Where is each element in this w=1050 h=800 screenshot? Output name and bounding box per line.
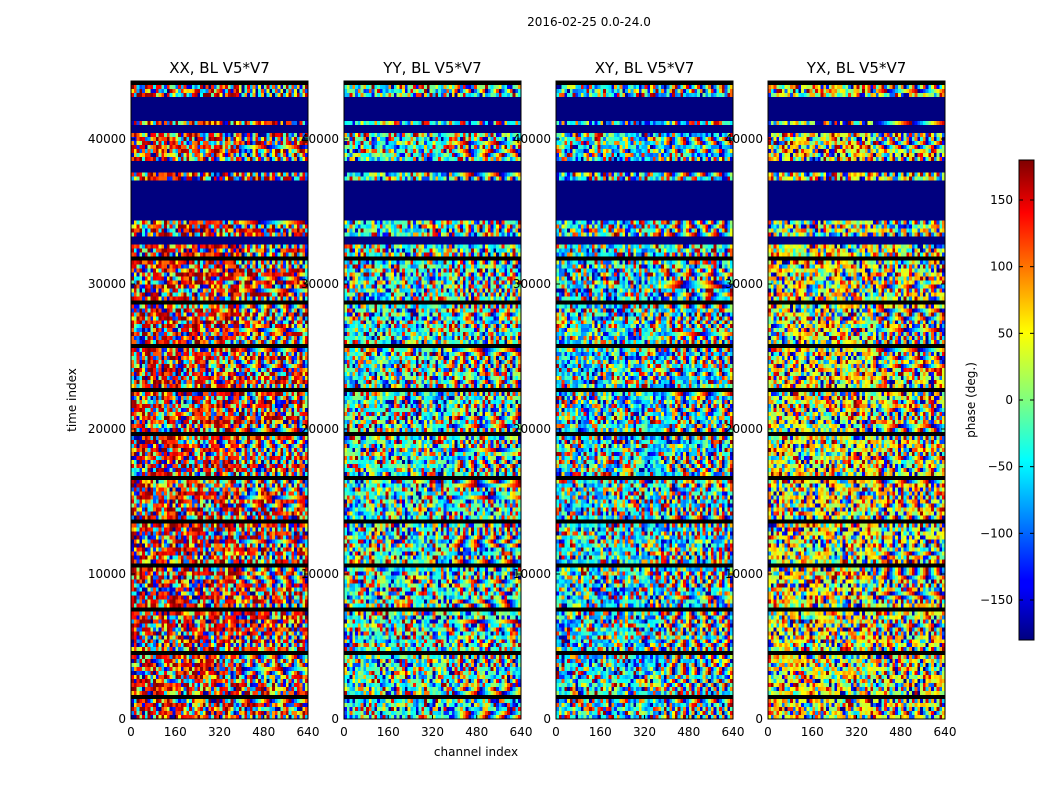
colorbar-tick-label: 100	[990, 260, 1013, 274]
figure-suptitle: 2016-02-25 0.0-24.0	[527, 15, 651, 29]
y-tick-label: 30000	[513, 277, 551, 291]
y-tick-label: 20000	[725, 422, 763, 436]
x-tick-label: 160	[801, 725, 824, 739]
panels-group: XX, BL V5*V7 0 160 320 480 640 0 10000 20000 3000…	[88, 59, 957, 739]
x-tick-label: 0	[552, 725, 560, 739]
colorbar-tick-label: 150	[990, 193, 1013, 207]
x-tick-label: 320	[633, 725, 656, 739]
x-tick-label: 160	[589, 725, 612, 739]
heatmap-image-yx	[768, 81, 945, 719]
x-tick-label: 0	[127, 725, 135, 739]
colorbar-gradient	[1019, 160, 1034, 640]
y-tick-label: 30000	[725, 277, 763, 291]
heatmap-image-yy	[344, 81, 521, 719]
x-tick-label: 320	[208, 725, 231, 739]
y-tick-label: 0	[755, 712, 763, 726]
x-tick-label: 640	[934, 725, 957, 739]
x-tick-label: 0	[764, 725, 772, 739]
panel-title: XX, BL V5*V7	[169, 59, 270, 77]
y-tick-label: 0	[543, 712, 551, 726]
colorbar-tick-label: 0	[1005, 393, 1013, 407]
y-tick-label: 10000	[513, 567, 551, 581]
y-tick-label: 40000	[513, 132, 551, 146]
panel-xx: XX, BL V5*V7 0 160 320 480 640 0 10000 20000 3000…	[88, 59, 320, 739]
y-tick-label: 0	[331, 712, 339, 726]
x-tick-label: 480	[677, 725, 700, 739]
y-tick-label: 40000	[725, 132, 763, 146]
y-tick-label: 20000	[301, 422, 339, 436]
y-tick-label: 10000	[88, 567, 126, 581]
x-tick-label: 640	[297, 725, 320, 739]
x-tick-label: 640	[510, 725, 533, 739]
colorbar-label: phase (deg.)	[964, 362, 978, 438]
colorbar-tick-label: −100	[980, 526, 1013, 540]
colorbar-tick-label: −50	[988, 460, 1013, 474]
panel-title: XY, BL V5*V7	[595, 59, 695, 77]
heatmap-image-xx	[131, 81, 308, 719]
panel-xy: XY, BL V5*V7 0 160 320 480 640 0 10000 20000 3000…	[513, 59, 745, 739]
x-axis-label: channel index	[434, 745, 518, 759]
colorbar-tick-label: 50	[998, 326, 1013, 340]
panel-yy: YY, BL V5*V7 0 160 320 480 640 0 10000 20000 3000…	[301, 59, 533, 739]
y-tick-label: 20000	[88, 422, 126, 436]
panel-title: YY, BL V5*V7	[382, 59, 481, 77]
y-tick-label: 30000	[88, 277, 126, 291]
y-tick-label: 40000	[301, 132, 339, 146]
colorbar: 150 100 50 0 −50 −100 −150 phase (deg.)	[964, 159, 1035, 641]
x-tick-label: 320	[845, 725, 868, 739]
y-tick-label: 10000	[725, 567, 763, 581]
heatmap-image-xy	[556, 81, 733, 719]
y-tick-label: 30000	[301, 277, 339, 291]
x-tick-label: 480	[889, 725, 912, 739]
x-tick-label: 480	[465, 725, 488, 739]
panel-yx: YX, BL V5*V7 0 160 320 480 640 0 10000 20000 3000…	[725, 59, 957, 739]
x-tick-label: 0	[340, 725, 348, 739]
x-tick-label: 160	[377, 725, 400, 739]
y-tick-label: 20000	[513, 422, 551, 436]
x-tick-label: 640	[722, 725, 745, 739]
y-tick-label: 0	[118, 712, 126, 726]
x-tick-label: 480	[252, 725, 275, 739]
y-tick-label: 10000	[301, 567, 339, 581]
y-axis-label: time index	[65, 368, 79, 432]
x-tick-label: 160	[164, 725, 187, 739]
colorbar-tick-label: −150	[980, 593, 1013, 607]
panel-title: YX, BL V5*V7	[806, 59, 907, 77]
x-tick-label: 320	[421, 725, 444, 739]
y-tick-label: 40000	[88, 132, 126, 146]
